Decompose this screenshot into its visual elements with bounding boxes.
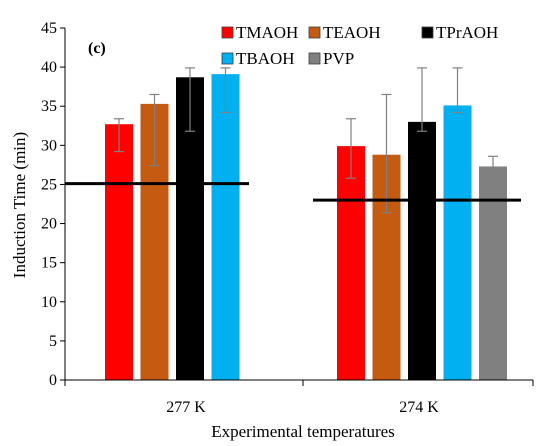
legend-swatch-teaoh <box>308 26 321 39</box>
y-tick-label: 25 <box>41 176 57 193</box>
x-tick-label: 274 K <box>399 399 439 416</box>
panel-label: (c) <box>88 40 106 57</box>
legend-swatch-pvp <box>308 52 321 65</box>
y-tick-label: 35 <box>41 98 57 115</box>
y-tick-label: 40 <box>41 59 57 76</box>
legend-swatch-tmaoh <box>221 26 234 39</box>
bar-tpraoh-274k <box>408 121 436 380</box>
bar-tbaoh-277k <box>211 74 240 380</box>
y-tick-label: 0 <box>49 372 57 389</box>
legend: TMAOH TEAOH TPrAOH TBAOH PVP <box>221 23 498 68</box>
legend-label-pvp: PVP <box>323 49 354 68</box>
y-tick-label: 15 <box>41 255 57 272</box>
bar-pvp-274k <box>479 166 507 380</box>
legend-swatch-tbaoh <box>221 52 234 65</box>
legend-label-tbaoh: TBAOH <box>236 49 295 68</box>
legend-label-teaoh: TEAOH <box>323 23 381 42</box>
y-tick-label: 30 <box>41 137 57 154</box>
legend-label-tpraoh: TPrAOH <box>436 23 498 42</box>
bar-tbaoh-274k <box>443 105 472 380</box>
y-tick-label: 5 <box>49 333 57 350</box>
reference-lines <box>65 182 521 202</box>
x-tick-label: 277 K <box>166 399 206 416</box>
y-tick-label: 20 <box>41 216 57 233</box>
bars <box>105 67 507 381</box>
y-tick-label: 10 <box>41 294 57 311</box>
bar-tmaoh-274k <box>337 146 365 380</box>
x-axis-ticks: 277 K 274 K <box>64 380 534 416</box>
y-axis-ticks: 0 5 10 15 20 25 30 35 40 45 <box>41 20 65 389</box>
x-axis-label: Experimental temperatures <box>211 422 395 441</box>
legend-swatch-tpraoh <box>421 26 434 39</box>
y-tick-label: 45 <box>41 20 57 37</box>
bar-tmaoh-277k <box>105 124 133 380</box>
y-axis-label: Induction Time (min) <box>10 132 29 278</box>
legend-label-tmaoh: TMAOH <box>236 23 298 42</box>
